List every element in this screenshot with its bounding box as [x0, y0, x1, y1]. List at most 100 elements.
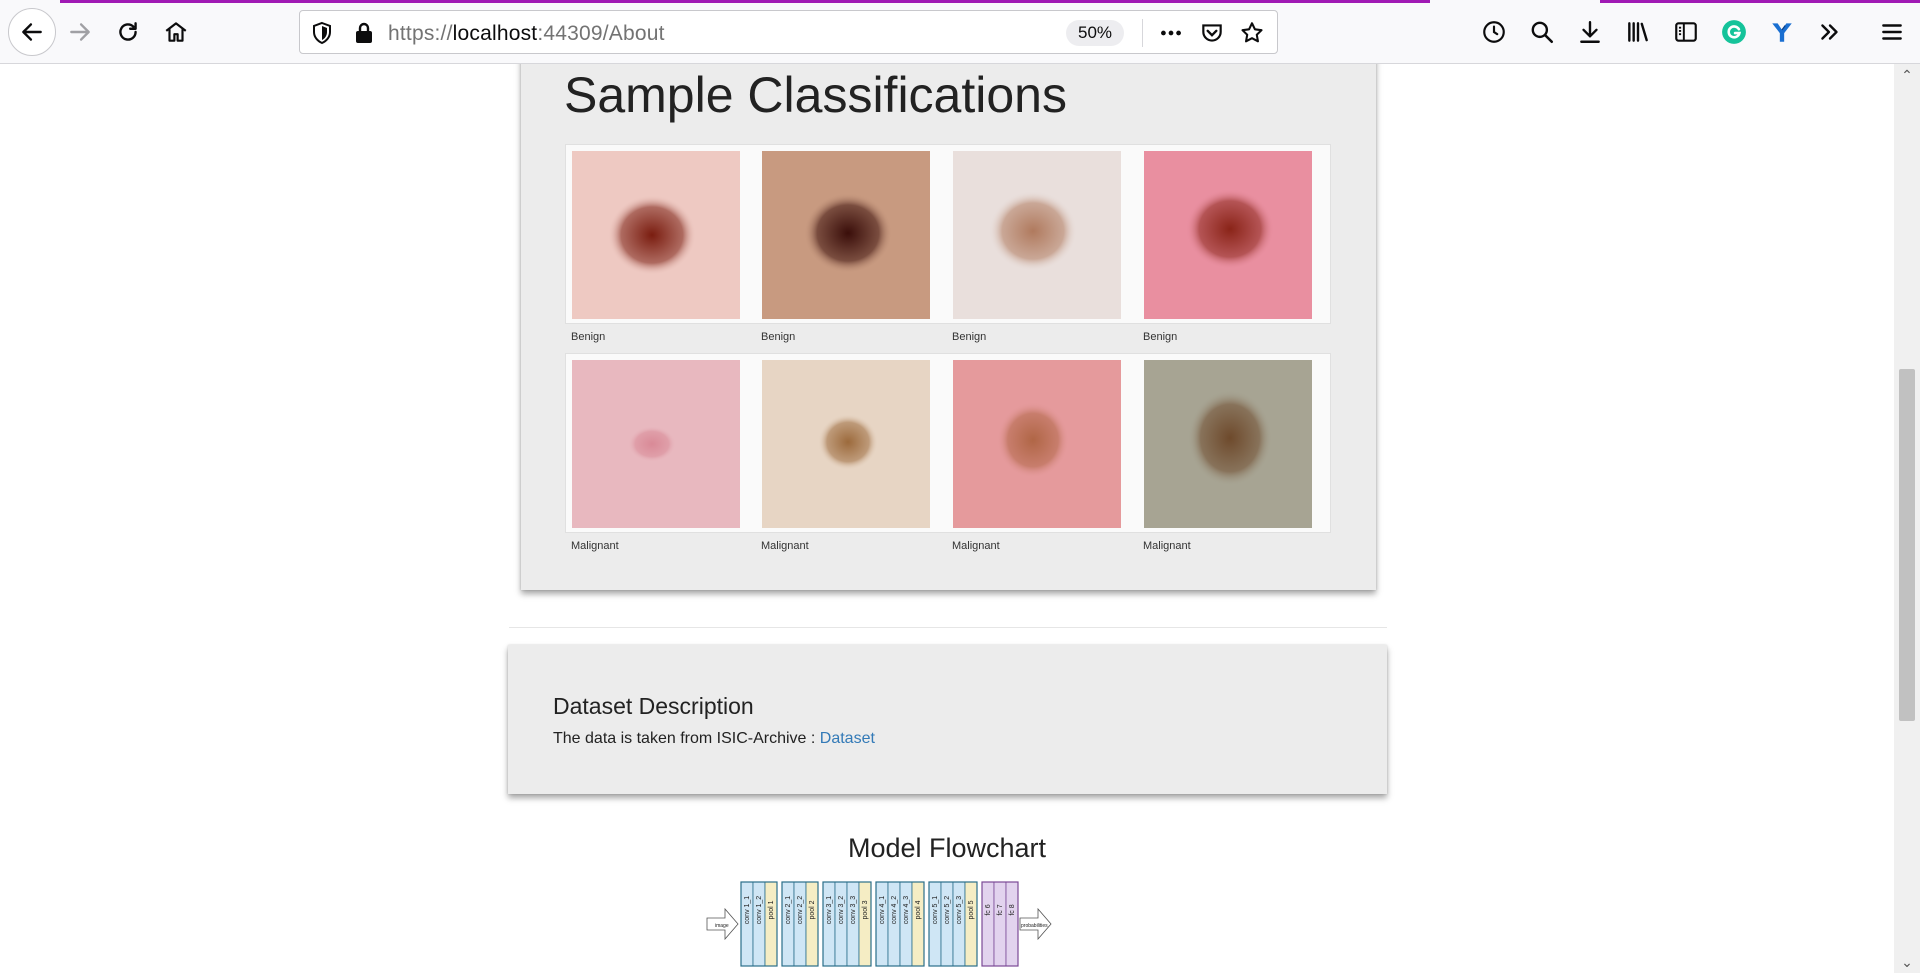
more-dots-icon: [1161, 30, 1181, 36]
classification-label: Malignant: [571, 540, 619, 552]
downloads-icon: [1580, 21, 1600, 43]
bookmark-button[interactable]: [1238, 19, 1266, 47]
output-label: probabilities: [1021, 923, 1048, 929]
classification-label: Malignant: [952, 540, 1000, 552]
hamburger-menu-icon: [1882, 24, 1902, 40]
conv-layer-label: conv 4_3: [903, 896, 910, 925]
back-button[interactable]: [8, 8, 56, 56]
conv-layer-label: conv 2_1: [785, 896, 792, 925]
lock-icon[interactable]: [352, 21, 376, 45]
grammarly-icon: [1722, 20, 1746, 44]
conv-layer-label: conv 1_1: [744, 896, 751, 925]
library-button[interactable]: [1618, 12, 1658, 52]
tracking-shield-icon[interactable]: [310, 21, 334, 45]
url-host: localhost: [452, 22, 538, 45]
fc-layer-box: [1005, 881, 1019, 967]
downloads-button[interactable]: [1570, 12, 1610, 52]
conv-layer-label: conv 5_1: [932, 896, 939, 925]
lesion-image: [953, 151, 1121, 319]
sidebar-icon: [1675, 22, 1697, 42]
fc-layer-label: fc 7: [997, 904, 1004, 915]
pocket-button[interactable]: [1198, 19, 1226, 47]
pool-layer-label: pool 5: [968, 900, 975, 919]
pool-layer-label: pool 1: [768, 900, 775, 919]
back-arrow-icon: [22, 23, 42, 41]
reload-button[interactable]: [108, 12, 148, 52]
dataset-text-body: The data is taken from ISIC-Archive :: [553, 730, 820, 747]
page-content: Sample Classifications Benign Benign Benig…: [0, 64, 1920, 973]
search-icon: [1531, 21, 1554, 44]
app-menu-button[interactable]: [1872, 12, 1912, 52]
classification-label: Benign: [1143, 331, 1178, 343]
pool-layer-label: pool 2: [809, 900, 816, 919]
input-label: image: [715, 923, 729, 929]
classification-label: Benign: [952, 331, 987, 343]
conv-layer-label: conv 3_2: [838, 896, 845, 925]
extension-button[interactable]: [1762, 12, 1802, 52]
url-path: :44309/About: [537, 22, 665, 45]
tab-accent-line-right: [1600, 0, 1920, 3]
conv-layer-label: conv 2_2: [797, 896, 804, 925]
classification-label: Malignant: [1143, 540, 1191, 552]
input-arrow-icon: [706, 907, 739, 941]
conv-block-outline: [875, 881, 925, 967]
lesion-image: [762, 360, 930, 528]
scrollbar-thumb[interactable]: [1899, 369, 1915, 721]
home-icon: [165, 22, 187, 42]
malignant-samples-strip: [565, 353, 1331, 533]
flowchart-title: Model Flowchart: [847, 833, 1047, 863]
scroll-up-arrow-icon[interactable]: ⌃: [1901, 67, 1913, 83]
zoom-level-badge[interactable]: 50%: [1066, 20, 1125, 46]
conv-layer-label: conv 5_2: [944, 896, 951, 925]
conv-block-outline: [822, 881, 872, 967]
search-button[interactable]: [1522, 12, 1562, 52]
pool-layer-box: [764, 881, 778, 967]
classification-label: Benign: [571, 331, 606, 343]
history-clock-icon: [1483, 21, 1505, 43]
overflow-chevron-icon: [1821, 24, 1838, 40]
urlbar-separator: [1142, 19, 1143, 47]
output-arrow-icon: [1019, 907, 1052, 941]
browser-toolbar: https://localhost:44309/About 50%: [0, 0, 1920, 64]
lesion-image: [572, 360, 740, 528]
pool-layer-box: [805, 881, 819, 967]
pool-layer-label: pool 4: [915, 900, 922, 919]
lesion-image: [953, 360, 1121, 528]
pool-layer-box: [964, 881, 978, 967]
conv-layer-label: conv 3_3: [850, 896, 857, 925]
grammarly-button[interactable]: [1714, 12, 1754, 52]
lesion-image: [1144, 151, 1312, 319]
bookmark-star-icon: [1241, 22, 1263, 43]
scroll-down-arrow-icon[interactable]: ⌄: [1901, 954, 1913, 970]
conv-layer-label: conv 4_1: [879, 896, 886, 925]
fc-layer-box: [993, 881, 1007, 967]
forward-button[interactable]: [60, 12, 100, 52]
sidebar-button[interactable]: [1666, 12, 1706, 52]
conv-layer-label: conv 5_3: [956, 896, 963, 925]
dataset-description-card: Dataset Description The data is taken fr…: [508, 645, 1387, 794]
url-scheme: https://: [388, 22, 453, 45]
section-divider: [509, 627, 1387, 628]
url-text[interactable]: https://localhost:44309/About: [388, 22, 665, 46]
fc-layer-label: fc 8: [1009, 904, 1016, 915]
history-button[interactable]: [1474, 12, 1514, 52]
benign-samples-strip: [565, 144, 1331, 324]
dataset-title: Dataset Description: [553, 693, 754, 719]
fc-block-outline: [981, 881, 1019, 967]
extension-icon: [1772, 23, 1792, 42]
samples-title: Sample Classifications: [564, 67, 1067, 123]
vertical-scrollbar[interactable]: ⌃ ⌄: [1894, 64, 1920, 973]
page-actions-button[interactable]: [1157, 19, 1185, 47]
home-button[interactable]: [156, 12, 196, 52]
fc-layer-box: [981, 881, 995, 967]
pool-layer-label: pool 3: [862, 900, 869, 919]
model-flowchart-diagram: image conv 1_1 conv 1_2 pool 1 conv 2_1 conv …: [706, 881, 1052, 967]
dataset-link[interactable]: Dataset: [819, 730, 875, 747]
forward-arrow-icon: [70, 23, 90, 41]
reload-icon: [119, 22, 137, 41]
overflow-button[interactable]: [1810, 12, 1850, 52]
conv-block-outline: [781, 881, 819, 967]
classification-label: Malignant: [761, 540, 809, 552]
sample-classifications-card: Sample Classifications Benign Benign Benig…: [521, 64, 1376, 590]
url-bar[interactable]: https://localhost:44309/About 50%: [299, 10, 1278, 54]
